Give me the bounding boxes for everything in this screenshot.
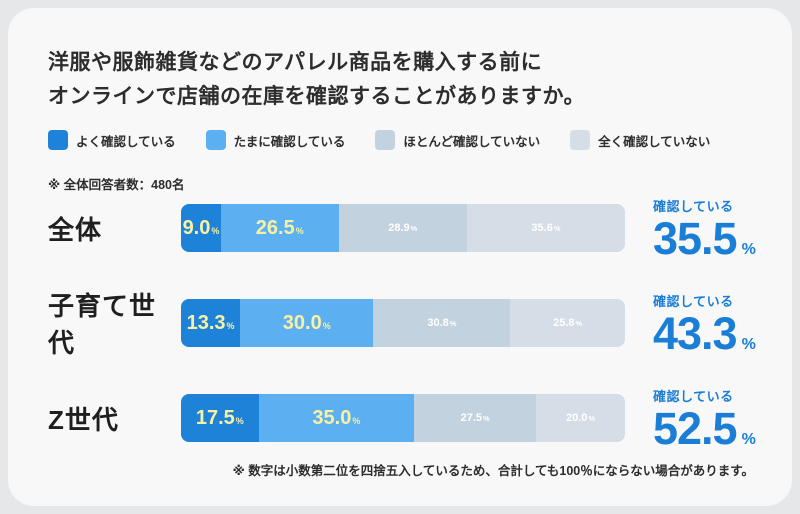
infographic-card: 洋服や服飾雑貨などのアパレル商品を購入する前に オンラインで店舗の在庫を確認する…	[8, 8, 792, 506]
confirming-total-label: 確認している	[653, 388, 734, 404]
legend-swatch	[375, 130, 396, 150]
confirming-total-number: 52.5%	[653, 406, 756, 451]
legend: よく確認している たまに確認している ほとんど確認していない 全く確認していない	[48, 130, 710, 150]
legend-item: たまに確認している	[205, 130, 346, 150]
bar-segment: 26.5%	[220, 204, 339, 252]
segment-value-number: 28.9	[388, 222, 410, 234]
bar-segment: 30.0%	[240, 299, 374, 347]
segment-value-unit: %	[588, 414, 596, 423]
segment-value-number: 35.6	[531, 222, 553, 234]
segment-value-unit: %	[226, 320, 235, 331]
legend-swatch	[570, 130, 591, 150]
confirming-total-unit: %	[741, 240, 756, 258]
bar-segment: 27.5%	[414, 394, 537, 442]
segment-value-number: 27.5	[460, 412, 482, 424]
segment-value-number: 20.0	[566, 412, 588, 424]
segment-value-unit: %	[211, 225, 220, 236]
row-label: 子育て世代	[48, 291, 157, 358]
legend-label: 全く確認していない	[598, 134, 711, 149]
legend-item: よく確認している	[48, 130, 176, 150]
segment-value-unit: %	[352, 415, 361, 426]
segment-value-number: 30.8	[427, 317, 449, 329]
confirming-total-value: 52.5	[653, 402, 738, 454]
legend-item: ほとんど確認していない	[375, 130, 540, 150]
confirming-total: 確認している 43.3%	[653, 291, 756, 356]
segment-value-unit: %	[295, 225, 304, 236]
bar-segment: 25.8%	[510, 299, 625, 347]
legend-item: 全く確認していない	[570, 130, 710, 150]
legend-label: たまに確認している	[233, 134, 346, 149]
legend-swatch	[48, 130, 68, 150]
segment-value: 17.5%	[196, 407, 244, 430]
bar-segment: 28.9%	[338, 204, 467, 252]
segment-value-number: 26.5	[255, 216, 295, 239]
confirming-total-label: 確認している	[653, 198, 734, 214]
bar-segment: 35.0%	[258, 394, 415, 442]
chart-title-line2: オンラインで店舗の在庫を確認することがありますか。	[48, 85, 586, 108]
segment-value: 25.8%	[553, 317, 582, 329]
segment-value: 30.8%	[427, 317, 456, 329]
chart-row: 子育て世代 13.3% 30.0% 30.8% 25.8% 確認している 43.3%	[48, 291, 756, 358]
segment-value-number: 30.0	[282, 311, 322, 334]
segment-value-unit: %	[235, 415, 244, 426]
confirming-total: 確認している 35.5%	[653, 196, 756, 261]
segment-value: 20.0%	[566, 412, 595, 424]
segment-value-number: 9.0	[182, 216, 211, 239]
confirming-total-unit: %	[741, 335, 756, 353]
row-label: Z世代	[48, 404, 119, 435]
segment-value-unit: %	[322, 320, 331, 331]
chart-row: Z世代 17.5% 35.0% 27.5% 20.0% 確認している 52.5%	[48, 389, 756, 451]
chart-title: 洋服や服飾雑貨などのアパレル商品を購入する前に オンラインで店舗の在庫を確認する…	[48, 46, 585, 114]
segment-value: 26.5%	[256, 217, 304, 240]
segment-value-unit: %	[553, 224, 561, 233]
segment-value-unit: %	[449, 319, 457, 328]
segment-value: 35.0%	[312, 407, 360, 430]
confirming-total-number: 35.5%	[653, 216, 756, 261]
segment-value: 35.6%	[531, 222, 560, 234]
rounding-footnote: ※ 数字は小数第二位を四捨五入しているため、合計しても100％にならない場合があ…	[232, 464, 754, 478]
legend-label: ほとんど確認していない	[403, 134, 541, 149]
confirming-total: 確認している 52.5%	[653, 386, 756, 451]
segment-value: 27.5%	[461, 412, 490, 424]
respondents-note: ※ 全体回答者数：480名	[48, 178, 185, 192]
segment-value: 28.9%	[388, 222, 417, 234]
confirming-total-number: 43.3%	[653, 311, 756, 356]
legend-swatch	[205, 130, 226, 150]
segment-value-unit: %	[410, 224, 418, 233]
segment-value: 13.3%	[187, 312, 235, 335]
bar-segment: 9.0%	[181, 204, 221, 252]
segment-value-unit: %	[483, 414, 490, 423]
bar-segment: 20.0%	[536, 394, 625, 442]
segment-value-number: 13.3	[186, 311, 226, 334]
confirming-total-unit: %	[741, 430, 756, 448]
segment-value-number: 35.0	[312, 406, 352, 429]
legend-label: よく確認している	[76, 134, 176, 149]
stacked-bar: 9.0% 26.5% 28.9% 35.6%	[181, 204, 625, 252]
bar-segment: 17.5%	[181, 394, 259, 442]
segment-value-number: 17.5	[195, 406, 235, 429]
chart-title-line1: 洋服や服飾雑貨などのアパレル商品を購入する前に	[48, 51, 543, 74]
stacked-bar: 13.3% 30.0% 30.8% 25.8%	[181, 299, 625, 347]
confirming-total-value: 43.3	[653, 307, 738, 359]
row-label: 全体	[48, 214, 103, 245]
segment-value: 9.0%	[183, 217, 220, 240]
bar-segment: 30.8%	[373, 299, 511, 347]
confirming-total-value: 35.5	[653, 212, 738, 264]
bar-segment: 13.3%	[181, 299, 241, 347]
confirming-total-label: 確認している	[653, 293, 734, 309]
segment-value: 30.0%	[283, 312, 331, 335]
segment-value-number: 25.8	[553, 317, 575, 329]
stacked-bar: 17.5% 35.0% 27.5% 20.0%	[181, 394, 625, 442]
segment-value-unit: %	[575, 319, 583, 328]
chart-row: 全体 9.0% 26.5% 28.9% 35.6% 確認している 35.5%	[48, 199, 756, 261]
chart-rows: 全体 9.0% 26.5% 28.9% 35.6% 確認している 35.5% 子育て世代 13.…	[48, 199, 756, 489]
bar-segment: 35.6%	[466, 204, 625, 252]
